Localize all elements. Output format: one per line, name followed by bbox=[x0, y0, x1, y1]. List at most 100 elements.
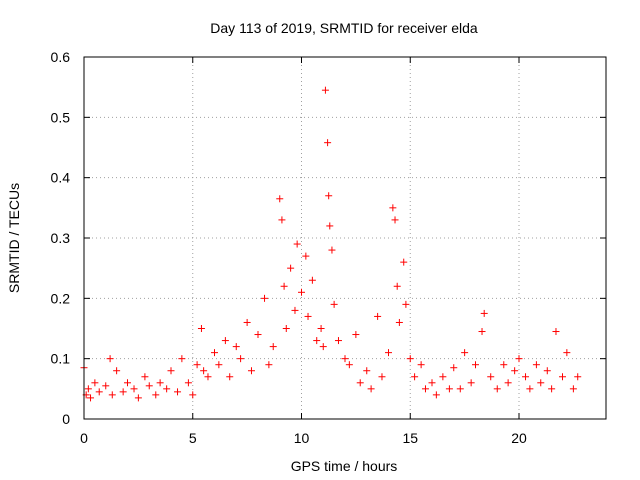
y-tick-label: 0 bbox=[62, 411, 70, 427]
data-point bbox=[421, 385, 429, 393]
data-point bbox=[287, 264, 295, 272]
data-point bbox=[167, 367, 175, 375]
data-point bbox=[411, 373, 419, 381]
data-points bbox=[80, 86, 582, 402]
data-point bbox=[84, 385, 92, 393]
data-point bbox=[113, 367, 121, 375]
data-point bbox=[200, 367, 208, 375]
data-point bbox=[480, 309, 488, 317]
data-point bbox=[563, 349, 571, 357]
data-point bbox=[445, 385, 453, 393]
data-point bbox=[532, 361, 540, 369]
data-point bbox=[389, 204, 397, 212]
data-point bbox=[417, 361, 425, 369]
data-point bbox=[152, 391, 160, 399]
data-point bbox=[141, 373, 149, 381]
data-point bbox=[552, 328, 560, 336]
y-tick-label: 0.5 bbox=[51, 109, 71, 125]
data-point bbox=[291, 306, 299, 314]
data-point bbox=[302, 252, 310, 260]
data-point bbox=[378, 373, 386, 381]
data-point bbox=[356, 379, 364, 387]
data-point bbox=[189, 391, 197, 399]
data-point bbox=[247, 367, 255, 375]
data-point bbox=[515, 355, 523, 363]
data-point bbox=[304, 312, 312, 320]
data-point bbox=[130, 385, 138, 393]
data-point bbox=[326, 222, 334, 230]
data-point bbox=[569, 385, 577, 393]
data-point bbox=[134, 394, 142, 402]
data-point bbox=[472, 361, 479, 369]
data-point bbox=[461, 349, 469, 357]
data-point bbox=[197, 325, 205, 332]
data-point bbox=[543, 367, 551, 375]
axis-ticks: 0 0.1 0.2 0.3 0.4 0.5 0.6 0 5 10 15 20 bbox=[51, 49, 606, 446]
data-point bbox=[282, 325, 290, 332]
data-point bbox=[574, 373, 582, 381]
data-point bbox=[324, 139, 332, 147]
data-point bbox=[334, 337, 342, 345]
data-point bbox=[313, 337, 321, 345]
data-point bbox=[215, 361, 223, 369]
data-point bbox=[428, 379, 436, 387]
data-point bbox=[269, 343, 277, 351]
data-point bbox=[352, 331, 360, 339]
data-point bbox=[439, 373, 447, 381]
data-point bbox=[243, 318, 251, 326]
data-point bbox=[537, 379, 545, 387]
data-point bbox=[319, 343, 327, 351]
data-point bbox=[156, 379, 164, 387]
x-tick-label: 20 bbox=[511, 430, 527, 446]
data-point bbox=[526, 385, 534, 393]
data-point bbox=[308, 276, 316, 284]
y-tick-label: 0.4 bbox=[51, 170, 71, 186]
data-point bbox=[204, 373, 212, 381]
x-tick-label: 10 bbox=[294, 430, 310, 446]
y-tick-label: 0.3 bbox=[51, 230, 71, 246]
data-point bbox=[450, 364, 458, 372]
data-point bbox=[211, 349, 218, 357]
data-point bbox=[163, 385, 171, 393]
data-point bbox=[328, 246, 336, 254]
x-tick-label: 15 bbox=[402, 430, 418, 446]
data-point bbox=[184, 379, 192, 387]
data-point bbox=[106, 355, 114, 363]
data-point bbox=[193, 361, 201, 369]
data-point bbox=[232, 343, 240, 351]
x-tick-label: 0 bbox=[80, 430, 88, 446]
data-point bbox=[391, 216, 399, 224]
data-point bbox=[330, 300, 338, 308]
data-point bbox=[341, 355, 349, 363]
data-point bbox=[278, 216, 286, 224]
data-point bbox=[400, 258, 408, 266]
data-point bbox=[254, 331, 262, 339]
data-point bbox=[265, 361, 273, 369]
data-point bbox=[487, 373, 495, 381]
data-point bbox=[493, 385, 501, 393]
y-tick-label: 0.2 bbox=[51, 290, 71, 306]
data-point bbox=[293, 240, 301, 248]
data-point bbox=[456, 385, 464, 393]
y-tick-label: 0.6 bbox=[51, 49, 71, 65]
data-point bbox=[395, 318, 403, 326]
data-point bbox=[280, 282, 288, 290]
data-point bbox=[108, 391, 116, 399]
data-point bbox=[402, 300, 410, 308]
data-point bbox=[432, 391, 440, 399]
data-point bbox=[237, 355, 245, 363]
data-point bbox=[385, 349, 392, 357]
data-point bbox=[367, 385, 375, 393]
data-point bbox=[374, 312, 382, 320]
data-point bbox=[261, 294, 269, 302]
data-point bbox=[511, 367, 519, 375]
data-point bbox=[406, 355, 414, 363]
data-point bbox=[87, 394, 95, 402]
chart-title: Day 113 of 2019, SRMTID for receiver eld… bbox=[210, 20, 478, 36]
data-point bbox=[321, 86, 329, 94]
data-point bbox=[276, 195, 284, 203]
data-point bbox=[124, 379, 131, 387]
data-point bbox=[317, 325, 325, 332]
